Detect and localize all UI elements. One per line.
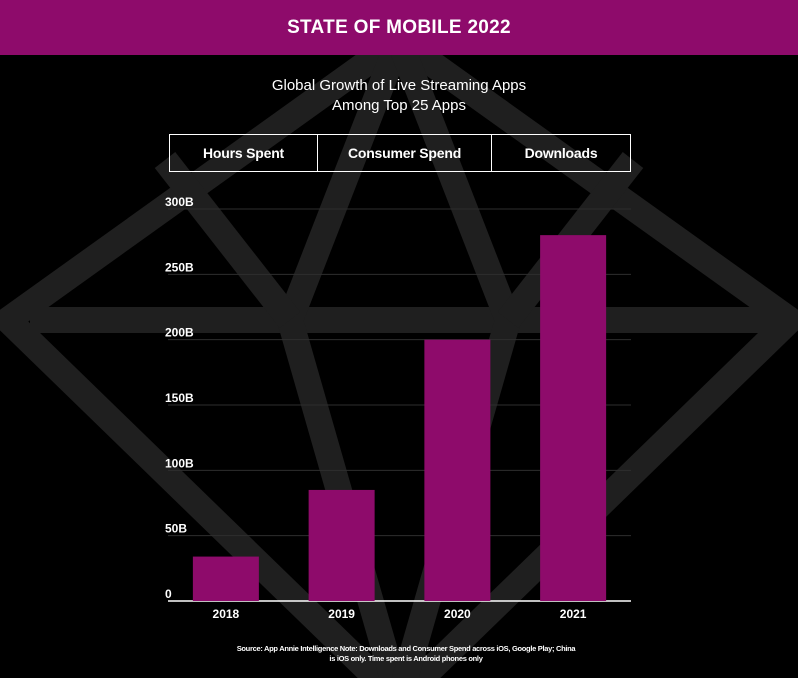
x-tick-label: 2019 bbox=[328, 607, 355, 621]
source-note: Source: App Annie Intelligence Note: Dow… bbox=[220, 644, 592, 664]
bar-2019[interactable] bbox=[308, 489, 375, 601]
x-tick-label: 2020 bbox=[444, 607, 471, 621]
bar-2018[interactable] bbox=[192, 556, 259, 601]
bar-2020[interactable] bbox=[424, 339, 491, 601]
y-tick-label: 250B bbox=[165, 260, 194, 274]
y-tick-label: 0 bbox=[165, 587, 172, 601]
tab-consumer-spend[interactable]: Consumer Spend bbox=[317, 135, 491, 171]
page-title: STATE OF MOBILE 2022 bbox=[287, 16, 511, 38]
source-note-line-1: Source: App Annie Intelligence Note: Dow… bbox=[236, 644, 576, 653]
y-tick-label: 150B bbox=[165, 391, 194, 405]
chart-title-block: Global Growth of Live Streaming Apps Amo… bbox=[0, 76, 798, 116]
y-tick-label: 50B bbox=[165, 522, 187, 536]
x-tick-label: 2018 bbox=[213, 607, 240, 621]
y-tick-label: 300B bbox=[165, 195, 194, 209]
chart-subtitle: Among Top 25 Apps bbox=[332, 97, 466, 114]
page-header-banner: STATE OF MOBILE 2022 bbox=[0, 0, 798, 55]
tab-hours-spent[interactable]: Hours Spent bbox=[202, 145, 285, 161]
y-tick-label: 200B bbox=[165, 326, 194, 340]
source-note-line-2: is iOS only. Time spent is Android phone… bbox=[329, 654, 483, 663]
x-tick-label: 2021 bbox=[560, 607, 587, 621]
tab-downloads[interactable]: Downloads bbox=[491, 135, 630, 171]
chart-title: Global Growth of Live Streaming Apps bbox=[271, 77, 527, 94]
y-tick-label: 100B bbox=[165, 456, 194, 470]
metric-tabs: Hours Spent Consumer Spend Downloads bbox=[169, 134, 631, 172]
bar-2021[interactable] bbox=[540, 235, 607, 601]
